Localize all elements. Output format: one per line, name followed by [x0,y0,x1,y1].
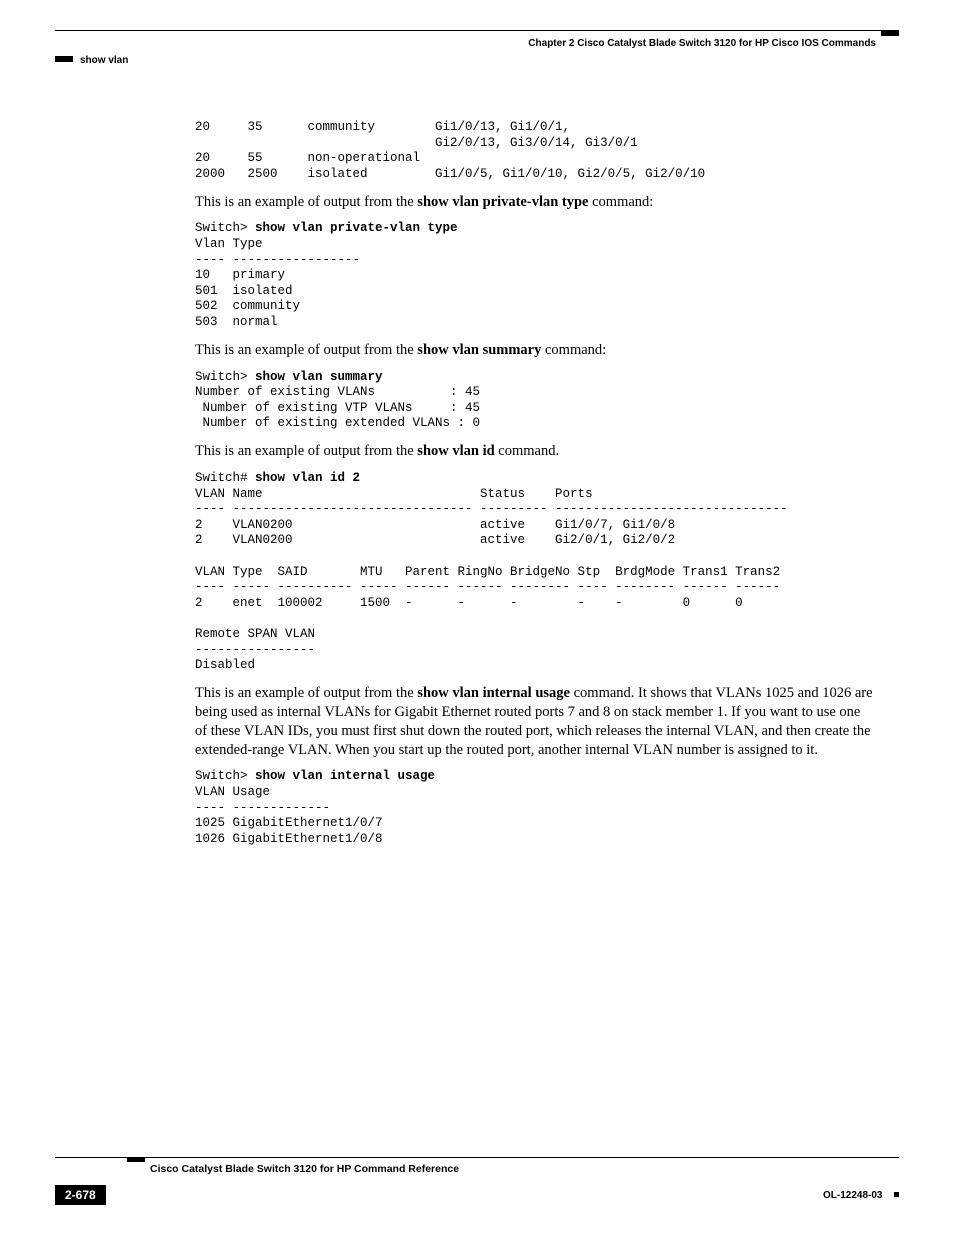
pvlan-output: 20 35 community Gi1/0/13, Gi1/0/1, Gi2/0… [195,120,876,183]
intro-internal: This is an example of output from the sh… [195,684,876,759]
prompt: Switch> [195,221,255,235]
cmd: show vlan internal usage [255,769,435,783]
type-block: Switch> show vlan private-vlan type Vlan… [195,221,876,330]
doc-id-wrap: OL-12248-03 [823,1187,899,1203]
summary-block: Switch> show vlan summary Number of exis… [195,370,876,433]
intro-summary: This is an example of output from the sh… [195,341,876,360]
text: command: [541,342,606,358]
prompt: Switch# [195,471,255,485]
text: This is an example of output from the [195,685,417,701]
output: Vlan Type ---- ----------------- 10 prim… [195,237,360,329]
section-marker [55,56,73,62]
text: This is an example of output from the [195,443,417,459]
id-block: Switch# show vlan id 2 VLAN Name Status … [195,471,876,674]
text: This is an example of output from the [195,342,417,358]
prompt: Switch> [195,769,255,783]
output: Number of existing VLANs : 45 Number of … [195,385,480,430]
footer-bottom: 2-678 OL-12248-03 [55,1185,899,1205]
text: command: [589,194,654,210]
cmd-bold: show vlan internal usage [417,685,570,701]
text: command. [495,443,559,459]
cmd: show vlan id 2 [255,471,360,485]
section-label: show vlan [80,55,128,66]
cmd-bold: show vlan summary [417,342,541,358]
output: VLAN Name Status Ports ---- ------------… [195,487,788,673]
footer-marker [127,1157,145,1162]
chapter-header: Chapter 2 Cisco Catalyst Blade Switch 31… [528,38,876,49]
doc-id-marker [894,1192,899,1197]
intro-id: This is an example of output from the sh… [195,442,876,461]
page-footer: Cisco Catalyst Blade Switch 3120 for HP … [55,1157,899,1205]
prompt: Switch> [195,370,255,384]
cmd-bold: show vlan id [417,443,494,459]
internal-block: Switch> show vlan internal usage VLAN Us… [195,769,876,847]
text: This is an example of output from the [195,194,417,210]
page-content: 20 35 community Gi1/0/13, Gi1/0/1, Gi2/0… [195,120,876,856]
header-rule [55,30,899,31]
intro-type: This is an example of output from the sh… [195,193,876,212]
header-marker [881,30,899,36]
cmd-bold: show vlan private-vlan type [417,194,588,210]
output: VLAN Usage ---- ------------- 1025 Gigab… [195,785,383,846]
page-number: 2-678 [55,1185,106,1205]
cmd: show vlan summary [255,370,383,384]
footer-rule [55,1157,899,1158]
footer-title: Cisco Catalyst Blade Switch 3120 for HP … [150,1163,899,1175]
cmd: show vlan private-vlan type [255,221,458,235]
doc-id: OL-12248-03 [823,1190,882,1201]
